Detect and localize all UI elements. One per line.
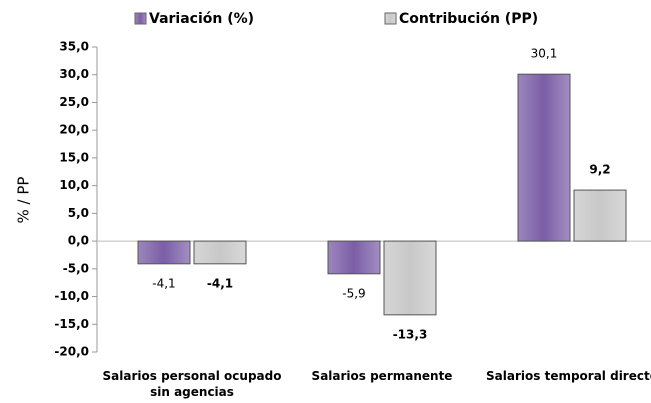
bar xyxy=(327,240,381,275)
y-tick-label: -20,0 xyxy=(54,345,89,359)
x-tick-label: Salarios personal ocupado sin agencias xyxy=(102,369,282,399)
y-tick-label: -15,0 xyxy=(54,317,89,331)
x-tick-label: Salarios permanente xyxy=(311,369,453,383)
value-label: -5,9 xyxy=(342,286,365,300)
y-tick-label: 10,0 xyxy=(59,178,89,192)
y-axis-label: % / PP xyxy=(15,177,33,224)
value-label: 30,1 xyxy=(531,47,558,61)
y-tick-label: 15,0 xyxy=(59,150,89,164)
legend-swatch xyxy=(134,12,147,25)
y-tick-label: -5,0 xyxy=(63,261,89,275)
y-tick-label: 25,0 xyxy=(59,95,89,109)
y-tick-label: -10,0 xyxy=(54,289,89,303)
legend-label: Variación (%) xyxy=(149,11,254,27)
bar xyxy=(517,73,571,242)
bar xyxy=(137,240,191,265)
value-label: -4,1 xyxy=(207,276,233,290)
legend-label: Contribución (PP) xyxy=(399,11,538,27)
value-label: 9,2 xyxy=(589,163,610,177)
y-tick-label: 35,0 xyxy=(59,40,89,54)
bar xyxy=(193,240,247,265)
bar xyxy=(573,189,627,242)
value-label: -4,1 xyxy=(152,276,175,290)
x-tick-label: Salarios temporal directo xyxy=(486,369,651,383)
legend-swatch xyxy=(384,12,397,25)
y-tick-label: 20,0 xyxy=(59,123,89,137)
y-tick-label: 5,0 xyxy=(68,206,89,220)
value-label: -13,3 xyxy=(393,327,428,341)
bar xyxy=(383,240,437,316)
y-tick-label: 30,0 xyxy=(59,67,89,81)
y-tick-label: 0,0 xyxy=(68,234,89,248)
